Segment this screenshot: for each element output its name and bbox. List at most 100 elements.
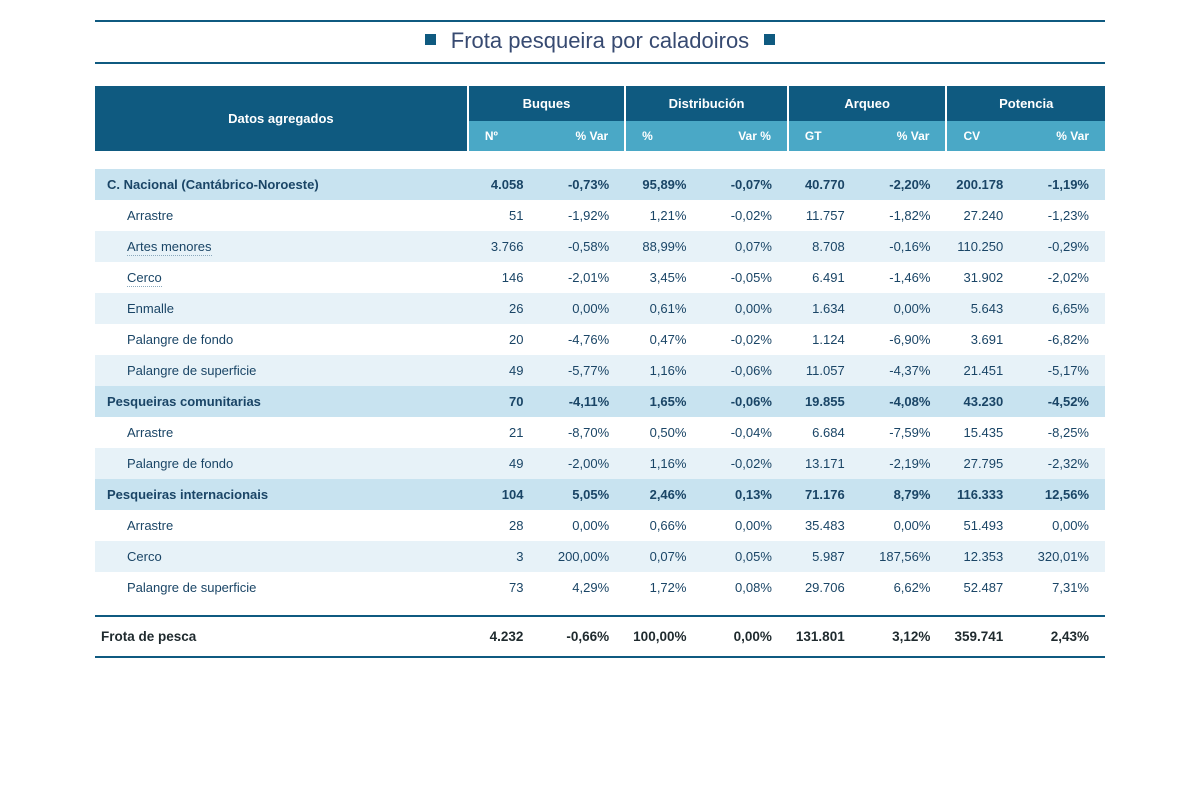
table-row: Palangre de superficie734,29%1,72%0,08%2… [95, 572, 1105, 603]
table-cell: 146 [468, 262, 540, 293]
table-cell: -4,76% [539, 324, 625, 355]
table-cell: 11.057 [788, 355, 861, 386]
table-cell: 0,00% [702, 510, 787, 541]
table-cell: 6.491 [788, 262, 861, 293]
col-sub: % [625, 121, 702, 151]
table-cell: 4.232 [468, 617, 540, 656]
table-cell: -4,37% [861, 355, 947, 386]
table-cell: 88,99% [625, 231, 702, 262]
col-sub: % Var [539, 121, 625, 151]
table-cell: 359.741 [946, 617, 1019, 656]
table-cell: 0,00% [861, 510, 947, 541]
table-cell: 0,07% [702, 231, 787, 262]
table-cell: 1,65% [625, 386, 702, 417]
table-cell: 26 [468, 293, 540, 324]
row-label: Cerco [95, 262, 468, 293]
bottom-rule [95, 656, 1105, 658]
table-cell: 3.691 [946, 324, 1019, 355]
table-cell: 187,56% [861, 541, 947, 572]
row-label: Artes menores [95, 231, 468, 262]
row-label: Arrastre [95, 510, 468, 541]
table-cell: 0,50% [625, 417, 702, 448]
table-cell: 110.250 [946, 231, 1019, 262]
table-cell: 5.643 [946, 293, 1019, 324]
total-label: Frota de pesca [95, 617, 468, 656]
table-cell: 0,47% [625, 324, 702, 355]
table-cell: -4,11% [539, 386, 625, 417]
row-label: Arrastre [95, 200, 468, 231]
table-cell: 2,43% [1019, 617, 1105, 656]
table-cell: 11.757 [788, 200, 861, 231]
table-cell: -0,02% [702, 448, 787, 479]
table-cell: 100,00% [625, 617, 702, 656]
table-cell: -0,29% [1019, 231, 1105, 262]
square-icon [764, 34, 775, 45]
table-cell: 6,62% [861, 572, 947, 603]
table-cell: -1,82% [861, 200, 947, 231]
table-row: Arrastre21-8,70%0,50%-0,04%6.684-7,59%15… [95, 417, 1105, 448]
table-cell: -6,90% [861, 324, 947, 355]
table-cell: 1,16% [625, 448, 702, 479]
table-cell: -2,01% [539, 262, 625, 293]
table-cell: 8.708 [788, 231, 861, 262]
table-cell: -0,06% [702, 355, 787, 386]
table-cell: 95,89% [625, 169, 702, 200]
table-cell: 0,61% [625, 293, 702, 324]
table-cell: -2,02% [1019, 262, 1105, 293]
table-cell: 0,00% [1019, 510, 1105, 541]
table-cell: -1,92% [539, 200, 625, 231]
table-cell: 0,00% [702, 293, 787, 324]
table-cell: -0,04% [702, 417, 787, 448]
col-sub: GT [788, 121, 861, 151]
col-sub: % Var [1019, 121, 1105, 151]
table-row: Artes menores3.766-0,58%88,99%0,07%8.708… [95, 231, 1105, 262]
table-cell: -2,00% [539, 448, 625, 479]
table-cell: -6,82% [1019, 324, 1105, 355]
table-cell: 49 [468, 355, 540, 386]
section-row: Pesqueiras comunitarias70-4,11%1,65%-0,0… [95, 386, 1105, 417]
table-cell: 0,00% [702, 617, 787, 656]
table-cell: 51.493 [946, 510, 1019, 541]
table-cell: 320,01% [1019, 541, 1105, 572]
table-cell: -2,19% [861, 448, 947, 479]
table-cell: -0,16% [861, 231, 947, 262]
table-cell: 70 [468, 386, 540, 417]
col-group-potencia: Potencia [946, 86, 1105, 121]
table-cell: 7,31% [1019, 572, 1105, 603]
table-cell: 0,00% [539, 293, 625, 324]
table-cell: 5.987 [788, 541, 861, 572]
col-group-arqueo: Arqueo [788, 86, 947, 121]
table-cell: 29.706 [788, 572, 861, 603]
table-cell: 52.487 [946, 572, 1019, 603]
table-cell: 4,29% [539, 572, 625, 603]
table-row: Arrastre280,00%0,66%0,00%35.4830,00%51.4… [95, 510, 1105, 541]
table-cell: 12.353 [946, 541, 1019, 572]
table-cell: 15.435 [946, 417, 1019, 448]
section-label: C. Nacional (Cantábrico-Noroeste) [95, 169, 468, 200]
table-cell: 49 [468, 448, 540, 479]
table-cell: 21.451 [946, 355, 1019, 386]
table-cell: 3.766 [468, 231, 540, 262]
table-cell: 116.333 [946, 479, 1019, 510]
table-cell: 73 [468, 572, 540, 603]
table-cell: -0,07% [702, 169, 787, 200]
table-cell: 71.176 [788, 479, 861, 510]
table-cell: 40.770 [788, 169, 861, 200]
table-cell: -0,58% [539, 231, 625, 262]
table-row: Arrastre51-1,92%1,21%-0,02%11.757-1,82%2… [95, 200, 1105, 231]
col-sub: Var % [702, 121, 787, 151]
table-cell: -7,59% [861, 417, 947, 448]
table-row: Palangre de superficie49-5,77%1,16%-0,06… [95, 355, 1105, 386]
table-cell: 43.230 [946, 386, 1019, 417]
row-label: Palangre de superficie [95, 572, 468, 603]
table-cell: 3,45% [625, 262, 702, 293]
table-cell: 8,79% [861, 479, 947, 510]
row-label: Palangre de fondo [95, 324, 468, 355]
row-label: Palangre de fondo [95, 448, 468, 479]
table-cell: 2,46% [625, 479, 702, 510]
table-row: Cerco146-2,01%3,45%-0,05%6.491-1,46%31.9… [95, 262, 1105, 293]
table-cell: 1,16% [625, 355, 702, 386]
table-cell: -2,20% [861, 169, 947, 200]
table-cell: 6,65% [1019, 293, 1105, 324]
table-cell: 4.058 [468, 169, 540, 200]
